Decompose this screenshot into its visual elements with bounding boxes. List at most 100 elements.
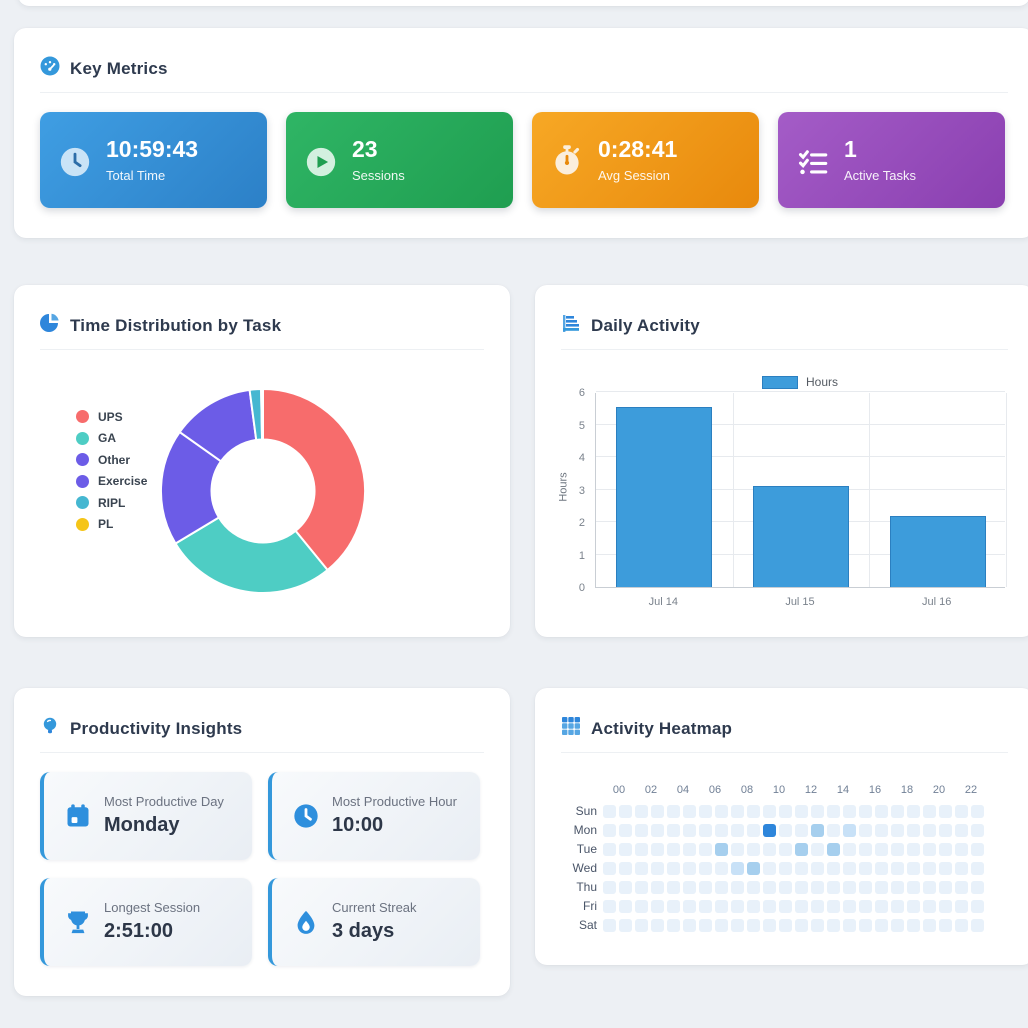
metric-tile-total-time[interactable]: 10:59:43 Total Time xyxy=(40,112,267,208)
heatmap-cell-Thu-11[interactable] xyxy=(779,880,792,894)
heatmap-cell-Thu-07[interactable] xyxy=(715,880,728,894)
heatmap-cell-Fri-22[interactable] xyxy=(955,899,968,913)
heatmap-cell-Thu-21[interactable] xyxy=(939,880,952,894)
heatmap-cell-Sun-21[interactable] xyxy=(939,804,952,818)
heatmap-cell-Sat-13[interactable] xyxy=(811,918,824,932)
heatmap-cell-Sat-00[interactable] xyxy=(603,918,616,932)
heatmap-cell-Fri-16[interactable] xyxy=(859,899,872,913)
heatmap-cell-Wed-04[interactable] xyxy=(667,861,680,875)
heatmap-cell-Tue-03[interactable] xyxy=(651,842,664,856)
heatmap-cell-Fri-05[interactable] xyxy=(683,899,696,913)
heatmap-cell-Tue-06[interactable] xyxy=(699,842,712,856)
metric-tile-sessions[interactable]: 23 Sessions xyxy=(286,112,513,208)
heatmap-cell-Thu-04[interactable] xyxy=(667,880,680,894)
heatmap-cell-Mon-23[interactable] xyxy=(971,823,984,837)
pie-slice-Other[interactable] xyxy=(159,430,223,545)
heatmap-cell-Thu-19[interactable] xyxy=(907,880,920,894)
heatmap-cell-Sun-00[interactable] xyxy=(603,804,616,818)
heatmap-cell-Tue-11[interactable] xyxy=(779,842,792,856)
heatmap-cell-Thu-16[interactable] xyxy=(859,880,872,894)
heatmap-cell-Sat-19[interactable] xyxy=(907,918,920,932)
metric-tile-avg-session[interactable]: 0:28:41 Avg Session xyxy=(532,112,759,208)
heatmap-cell-Sat-08[interactable] xyxy=(731,918,744,932)
heatmap-cell-Thu-02[interactable] xyxy=(635,880,648,894)
heatmap-cell-Thu-05[interactable] xyxy=(683,880,696,894)
heatmap-cell-Thu-03[interactable] xyxy=(651,880,664,894)
heatmap-cell-Tue-12[interactable] xyxy=(795,842,808,856)
heatmap-cell-Sat-23[interactable] xyxy=(971,918,984,932)
heatmap-cell-Thu-14[interactable] xyxy=(827,880,840,894)
heatmap-cell-Sun-03[interactable] xyxy=(651,804,664,818)
heatmap-cell-Sat-03[interactable] xyxy=(651,918,664,932)
heatmap-cell-Fri-01[interactable] xyxy=(619,899,632,913)
heatmap-cell-Thu-10[interactable] xyxy=(763,880,776,894)
heatmap-cell-Sun-14[interactable] xyxy=(827,804,840,818)
heatmap-cell-Fri-20[interactable] xyxy=(923,899,936,913)
heatmap-cell-Mon-07[interactable] xyxy=(715,823,728,837)
heatmap-cell-Sun-07[interactable] xyxy=(715,804,728,818)
heatmap-cell-Tue-01[interactable] xyxy=(619,842,632,856)
heatmap-cell-Tue-04[interactable] xyxy=(667,842,680,856)
heatmap-cell-Fri-13[interactable] xyxy=(811,899,824,913)
heatmap-cell-Fri-03[interactable] xyxy=(651,899,664,913)
metric-tile-active-tasks[interactable]: 1 Active Tasks xyxy=(778,112,1005,208)
heatmap-cell-Tue-23[interactable] xyxy=(971,842,984,856)
heatmap-cell-Thu-06[interactable] xyxy=(699,880,712,894)
heatmap-cell-Mon-06[interactable] xyxy=(699,823,712,837)
heatmap-cell-Mon-04[interactable] xyxy=(667,823,680,837)
heatmap-cell-Tue-21[interactable] xyxy=(939,842,952,856)
heatmap-cell-Fri-23[interactable] xyxy=(971,899,984,913)
heatmap-cell-Fri-08[interactable] xyxy=(731,899,744,913)
heatmap-cell-Fri-12[interactable] xyxy=(795,899,808,913)
heatmap-cell-Sat-18[interactable] xyxy=(891,918,904,932)
heatmap-cell-Fri-21[interactable] xyxy=(939,899,952,913)
heatmap-cell-Mon-17[interactable] xyxy=(875,823,888,837)
heatmap-cell-Mon-15[interactable] xyxy=(843,823,856,837)
heatmap-cell-Sun-04[interactable] xyxy=(667,804,680,818)
heatmap-cell-Sun-02[interactable] xyxy=(635,804,648,818)
heatmap-cell-Wed-13[interactable] xyxy=(811,861,824,875)
heatmap-cell-Tue-22[interactable] xyxy=(955,842,968,856)
heatmap-cell-Sun-08[interactable] xyxy=(731,804,744,818)
heatmap-cell-Mon-18[interactable] xyxy=(891,823,904,837)
heatmap-cell-Tue-19[interactable] xyxy=(907,842,920,856)
heatmap-cell-Mon-14[interactable] xyxy=(827,823,840,837)
heatmap-cell-Wed-03[interactable] xyxy=(651,861,664,875)
heatmap-cell-Fri-18[interactable] xyxy=(891,899,904,913)
heatmap-cell-Sat-02[interactable] xyxy=(635,918,648,932)
heatmap-cell-Mon-02[interactable] xyxy=(635,823,648,837)
heatmap-cell-Sat-17[interactable] xyxy=(875,918,888,932)
heatmap-cell-Sat-21[interactable] xyxy=(939,918,952,932)
heatmap-cell-Wed-21[interactable] xyxy=(939,861,952,875)
insight-tile-current-streak[interactable]: Current Streak 3 days xyxy=(268,878,480,966)
legend-item-UPS[interactable]: UPS xyxy=(76,406,147,428)
heatmap-cell-Tue-00[interactable] xyxy=(603,842,616,856)
heatmap-cell-Thu-17[interactable] xyxy=(875,880,888,894)
heatmap-cell-Tue-13[interactable] xyxy=(811,842,824,856)
heatmap-cell-Sun-16[interactable] xyxy=(859,804,872,818)
insight-tile-most-productive-day[interactable]: Most Productive Day Monday xyxy=(40,772,252,860)
heatmap-cell-Mon-00[interactable] xyxy=(603,823,616,837)
heatmap-cell-Wed-23[interactable] xyxy=(971,861,984,875)
heatmap-cell-Tue-05[interactable] xyxy=(683,842,696,856)
heatmap-cell-Mon-01[interactable] xyxy=(619,823,632,837)
heatmap-cell-Mon-03[interactable] xyxy=(651,823,664,837)
heatmap-cell-Mon-19[interactable] xyxy=(907,823,920,837)
heatmap-cell-Wed-17[interactable] xyxy=(875,861,888,875)
bar-Jul 14[interactable] xyxy=(616,406,713,587)
heatmap-cell-Fri-02[interactable] xyxy=(635,899,648,913)
heatmap-cell-Mon-22[interactable] xyxy=(955,823,968,837)
heatmap-cell-Wed-15[interactable] xyxy=(843,861,856,875)
heatmap-cell-Sat-01[interactable] xyxy=(619,918,632,932)
heatmap-cell-Sat-22[interactable] xyxy=(955,918,968,932)
heatmap-cell-Wed-00[interactable] xyxy=(603,861,616,875)
heatmap-cell-Sat-11[interactable] xyxy=(779,918,792,932)
heatmap-cell-Wed-22[interactable] xyxy=(955,861,968,875)
heatmap-cell-Mon-16[interactable] xyxy=(859,823,872,837)
legend-item-GA[interactable]: GA xyxy=(76,428,147,450)
heatmap-cell-Fri-11[interactable] xyxy=(779,899,792,913)
heatmap-cell-Mon-11[interactable] xyxy=(779,823,792,837)
heatmap-cell-Thu-09[interactable] xyxy=(747,880,760,894)
bar-Jul 15[interactable] xyxy=(753,486,849,587)
heatmap-cell-Wed-10[interactable] xyxy=(763,861,776,875)
